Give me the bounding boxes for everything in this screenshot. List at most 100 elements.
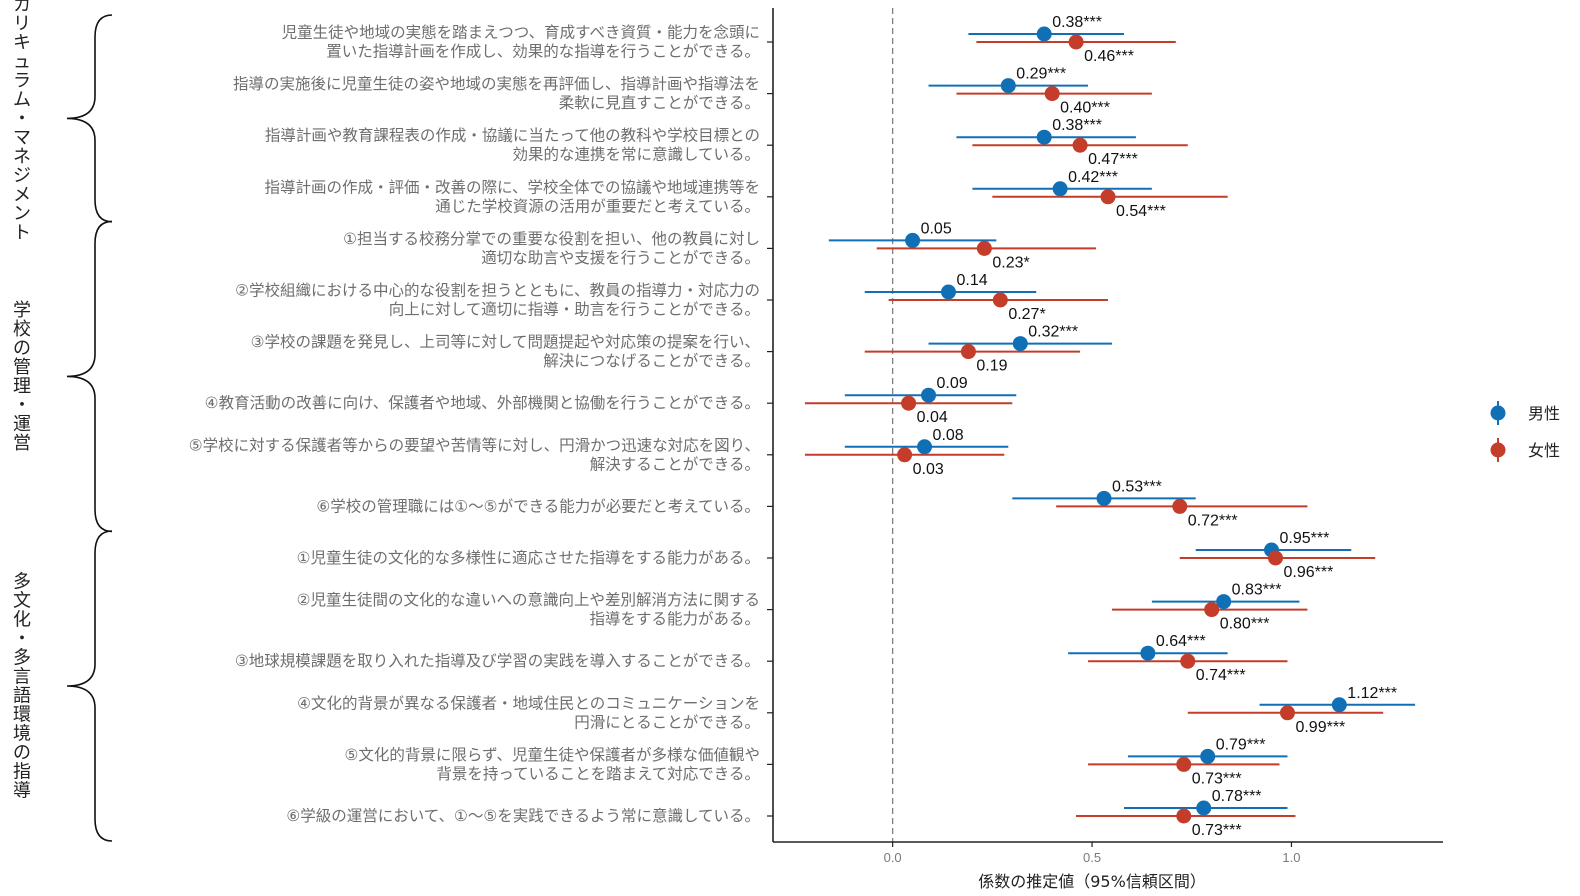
male-data-label: 0.42*** xyxy=(1068,169,1118,186)
female-point xyxy=(1072,137,1088,153)
male-data-label: 0.64*** xyxy=(1156,633,1206,650)
y-category-label: 適切な助言や支援を行うことができる。 xyxy=(481,249,760,267)
male-point xyxy=(905,232,921,248)
y-category-label: ④教育活動の改善に向け、保護者や地域、外部機関と協働を行うことができる。 xyxy=(205,394,760,412)
female-point xyxy=(1180,653,1196,669)
y-category-label: 通じた学校資源の活用が重要だと考えている。 xyxy=(435,197,760,215)
x-tick-label: 0.5 xyxy=(1083,850,1101,865)
male-point xyxy=(917,439,933,455)
female-data-label: 0.73*** xyxy=(1192,770,1242,787)
y-category-label: ⑤学校に対する保護者等からの要望や苦情等に対し、円滑かつ迅速な対応を図り、 xyxy=(189,436,760,454)
female-data-label: 0.80*** xyxy=(1220,616,1270,633)
x-axis-ticks: 0.0 0.5 1.0 xyxy=(884,842,1300,865)
male-point xyxy=(1036,129,1052,145)
female-point xyxy=(897,447,913,463)
y-category-label: 円滑にとることができる。 xyxy=(574,713,760,731)
group-label: 学校の管理・運営 xyxy=(13,300,31,454)
male-point xyxy=(1331,697,1347,713)
male-data-label: 0.14 xyxy=(956,272,987,289)
y-category-label: 解決することができる。 xyxy=(590,455,760,473)
y-category-label: ①児童生徒の文化的な多様性に適応させた指導をする能力がある。 xyxy=(297,548,760,567)
legend-female-point-key xyxy=(1490,442,1506,458)
male-point xyxy=(1200,748,1216,764)
male-data-label: 0.83*** xyxy=(1232,582,1282,599)
male-point xyxy=(940,284,956,300)
male-data-label: 0.09 xyxy=(937,375,968,392)
male-point xyxy=(1216,594,1232,610)
male-point xyxy=(1036,26,1052,42)
female-point xyxy=(1268,550,1283,566)
male-data-label: 0.08 xyxy=(933,427,964,444)
female-data-label: 0.96*** xyxy=(1284,564,1334,581)
legend-male-point-key xyxy=(1490,405,1506,421)
y-category-label: ⑥学級の運営において、①～⑤を実践できるよう常に意識している。 xyxy=(286,806,760,825)
y-category-label: ③地球規模課題を取り入れた指導及び学習の実践を導入することができる。 xyxy=(235,652,760,670)
male-point xyxy=(1012,336,1028,352)
y-axis-category-labels: 児童生徒や地域の実態を踏まえつつ、育成すべき資質・能力を念頭に置いた指導計画を作… xyxy=(189,23,773,825)
male-point xyxy=(1000,78,1016,94)
female-point xyxy=(1068,34,1084,50)
female-point xyxy=(1176,808,1192,824)
male-data-label: 0.32*** xyxy=(1028,324,1078,341)
y-category-label: ②学校組織における中心的な役割を担うとともに、教員の指導力・対応力の xyxy=(235,282,760,300)
y-category-label: 指導計画の作成・評価・改善の際に、学校全体での協議や地域連携等を xyxy=(264,178,760,196)
female-data-label: 0.74*** xyxy=(1196,667,1246,684)
male-point xyxy=(1196,800,1212,816)
male-point xyxy=(1052,181,1068,197)
female-point xyxy=(1100,189,1116,205)
female-data-label: 0.03 xyxy=(913,461,944,478)
female-point xyxy=(1044,86,1060,102)
group-label: 多文化・多言語環境の指導 xyxy=(13,572,31,802)
male-data-label: 0.95*** xyxy=(1280,530,1330,547)
female-data-label: 0.47*** xyxy=(1088,151,1138,168)
group-brace xyxy=(66,530,113,842)
y-category-label: ④文化的背景が異なる保護者・地域住民とのコミュニケーションを xyxy=(297,694,760,712)
female-data-label: 0.23* xyxy=(992,254,1029,271)
y-category-label: 向上に対して適切に指導・助言を行うことができる。 xyxy=(389,301,760,319)
female-data-label: 0.46*** xyxy=(1084,48,1134,65)
group-label: カリキュラム・マネジメント xyxy=(13,0,31,243)
x-axis-title: 係数の推定値（95%信頼区間） xyxy=(978,872,1206,891)
y-category-label: ③学校の課題を発見し、上司等に対して問題提起や対応策の提案を行い、 xyxy=(251,333,760,351)
y-category-label: 指導の実施後に児童生徒の姿や地域の実態を再評価し、指導計画や指導法を xyxy=(233,74,760,93)
y-category-label: 解決につなげることができる。 xyxy=(543,352,760,370)
point-estimate-layer xyxy=(897,26,1347,824)
male-point xyxy=(1096,490,1112,506)
female-point xyxy=(960,344,976,360)
female-point xyxy=(901,395,917,411)
male-data-label: 0.53*** xyxy=(1112,478,1162,495)
female-data-label: 0.99*** xyxy=(1295,719,1345,736)
group-brace xyxy=(66,14,113,223)
female-data-label: 0.72*** xyxy=(1188,512,1238,529)
female-data-label: 0.19 xyxy=(976,358,1007,375)
y-category-label: 柔軟に見直すことができる。 xyxy=(559,94,760,112)
group-brace xyxy=(66,220,113,533)
x-tick-label: 0.0 xyxy=(884,850,902,865)
female-data-label: 0.54*** xyxy=(1116,203,1166,220)
male-data-label: 0.79*** xyxy=(1216,736,1266,753)
female-data-label: 0.27* xyxy=(1008,306,1045,323)
y-category-label: 指導計画や教育課程表の作成・協議に当たって他の教科や学校目標との xyxy=(265,127,760,145)
y-category-label: 効果的な連携を常に意識している。 xyxy=(512,145,760,164)
female-data-label: 0.04 xyxy=(917,409,948,426)
female-point xyxy=(1172,498,1188,514)
male-data-label: 0.29*** xyxy=(1016,66,1066,83)
y-category-label: ⑤文化的背景に限らず、児童生徒や保護者が多様な価値観や xyxy=(344,745,760,764)
data-labels-layer: 0.38*** 0.29*** 0.38*** 0.42*** 0.05 0.14 0.32… xyxy=(913,14,1398,839)
legend-male-label: 男性 xyxy=(1528,404,1560,423)
male-data-label: 0.05 xyxy=(921,220,952,237)
male-data-label: 0.38*** xyxy=(1052,117,1102,134)
y-category-label: 背景を持っていることを踏まえて対応できる。 xyxy=(436,765,760,783)
male-data-label: 1.12*** xyxy=(1347,685,1397,702)
female-data-label: 0.40*** xyxy=(1060,100,1110,117)
male-data-label: 0.38*** xyxy=(1052,14,1102,31)
y-category-label: 指導をする能力がある。 xyxy=(589,610,760,628)
male-point xyxy=(1140,645,1156,661)
female-point xyxy=(1176,756,1192,772)
male-data-label: 0.78*** xyxy=(1212,788,1262,805)
x-tick-label: 1.0 xyxy=(1282,850,1300,865)
female-point xyxy=(1279,705,1295,721)
